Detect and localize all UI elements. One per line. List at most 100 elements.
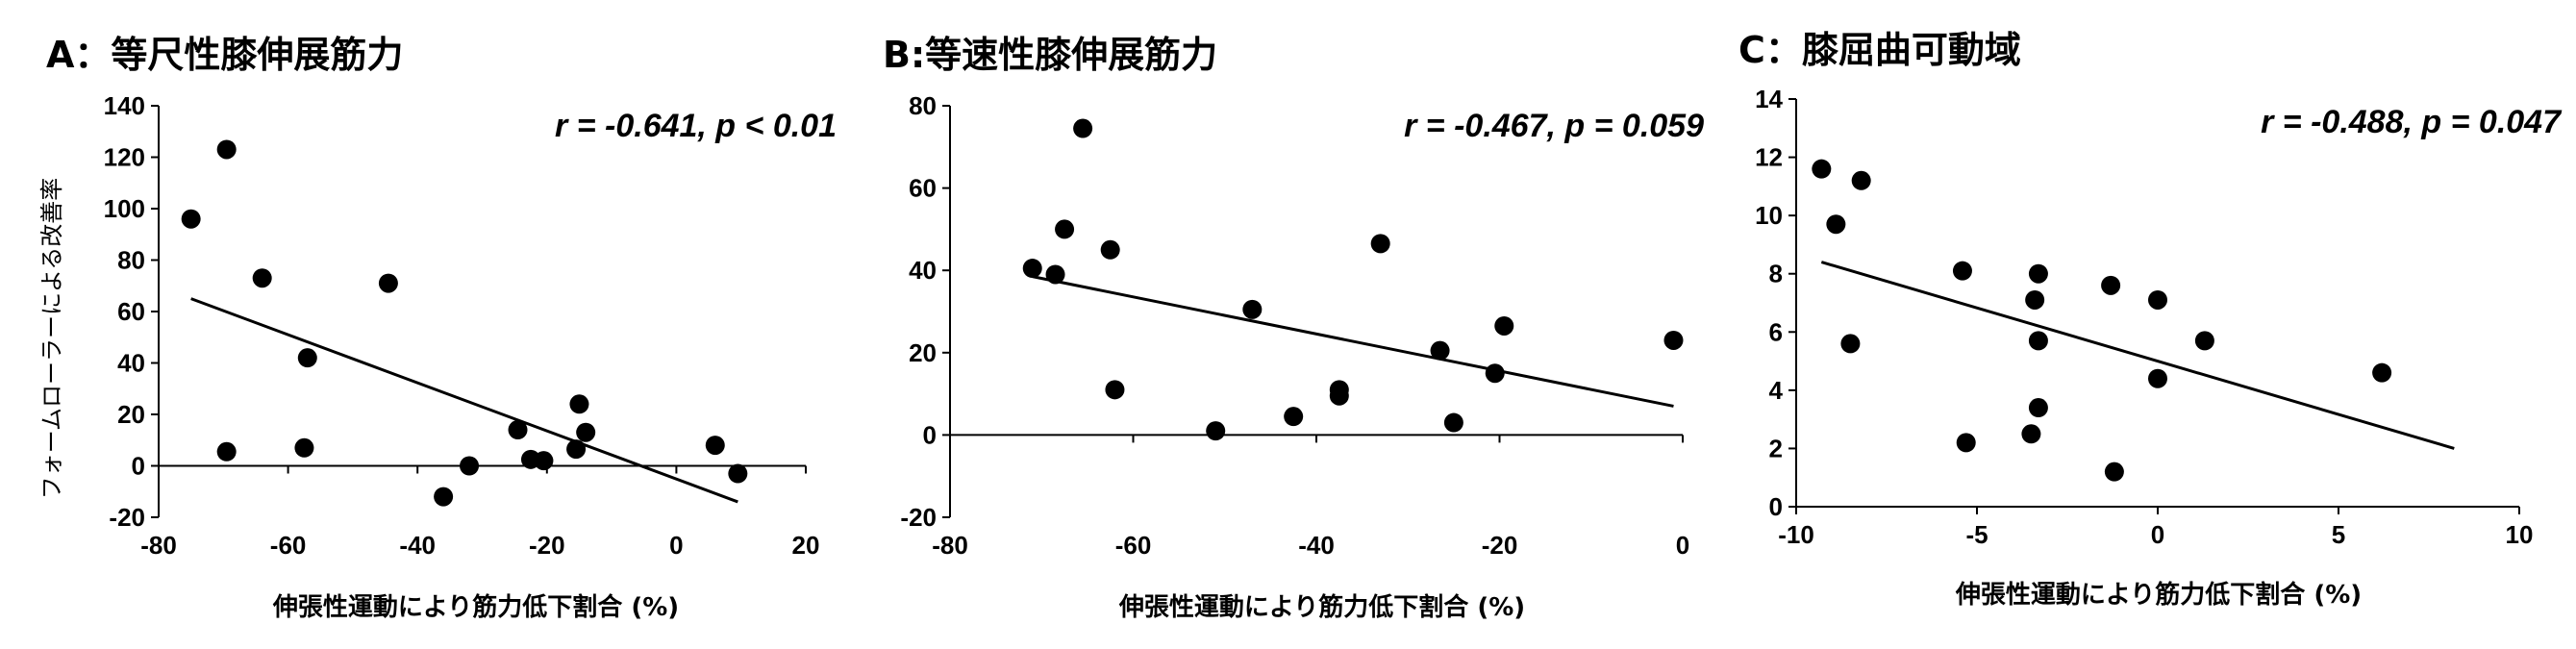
chart-a-data-point: [216, 441, 237, 462]
chart-c-data-point: [2028, 398, 2048, 418]
chart-a-data-point: [378, 273, 398, 293]
chart-c-data-point: [2021, 424, 2041, 444]
chart-c-x-tick-label: 0: [2151, 520, 2164, 549]
chart-c-data-point: [1826, 214, 1846, 235]
chart-a-y-tick-label: 60: [117, 297, 145, 326]
chart-c-y-tick-label: 0: [1769, 492, 1783, 521]
chart-b-data-point: [1663, 330, 1684, 350]
chart-b-data-point: [1494, 315, 1514, 336]
chart-c-trendline: [1820, 261, 2455, 450]
chart-a-data-point: [705, 436, 725, 456]
chart-a-x-tick-label: -20: [529, 531, 565, 560]
chart-c-y-tick-label: 12: [1755, 143, 1783, 172]
chart-a-data-point: [460, 456, 480, 476]
chart-a-y-tick-label: 0: [132, 452, 145, 481]
chart-b-data-point: [1443, 412, 1463, 433]
chart-c-data-point: [2025, 289, 2045, 310]
chart-b-data-point: [1242, 299, 1263, 319]
chart-c-y-tick-label: 6: [1769, 317, 1783, 346]
chart-b-y-tick-label: 20: [909, 338, 937, 367]
chart-c-data-point: [2148, 368, 2167, 388]
chart-c-x-tick-label: -10: [1778, 520, 1814, 549]
chart-a-y-tick-label: 40: [117, 349, 145, 378]
chart-a-y-tick-label: 80: [117, 246, 145, 275]
chart-a-data-point: [216, 139, 237, 160]
chart-a-x-tick-label: 0: [669, 531, 683, 560]
chart-c-title: C：膝屈曲可動域: [1738, 29, 2021, 71]
chart-b-data-point: [1100, 239, 1120, 260]
chart-c-data-point: [2372, 362, 2392, 383]
chart-a-x-tick-label: 20: [792, 531, 820, 560]
chart-b-data-point: [1370, 234, 1390, 254]
chart-b-x-tick-label: -60: [1115, 531, 1152, 560]
chart-c-y-tick-label: 10: [1755, 201, 1783, 230]
chart-a-data-point: [566, 439, 587, 460]
chart-a-y-tick-label: -20: [109, 503, 145, 532]
chart-c-data-point: [2028, 263, 2048, 284]
chart-a-data-point: [569, 394, 589, 414]
chart-c-data-point: [1956, 433, 1976, 453]
chart-a-correlation: r = -0.641, p < 0.01: [555, 108, 837, 144]
chart-a-y-tick-label: 120: [104, 143, 145, 172]
chart-a-y-axis-label: フォームローラーによる改善率: [38, 178, 65, 500]
chart-panel-c: C：膝屈曲可動域 r = -0.488, p = 0.047 伸張性運動により筋…: [1738, 29, 2563, 610]
chart-b-data-point: [1105, 380, 1125, 400]
chart-c-x-tick-label: 10: [2506, 520, 2534, 549]
chart-a-x-axis-label: 伸張性運動により筋力低下割合 (%): [272, 592, 679, 622]
chart-c-data-point: [1952, 261, 1972, 281]
chart-b-data-point: [1430, 340, 1450, 361]
chart-b-y-tick-label: 60: [909, 174, 937, 203]
chart-c-x-axis-label: 伸張性運動により筋力低下割合 (%): [1955, 580, 2362, 610]
chart-c-x-tick-label: -5: [1965, 520, 1988, 549]
chart-c-data-point: [1812, 159, 1832, 179]
chart-b-y-tick-label: 80: [909, 91, 937, 120]
chart-a-y-tick-label: 100: [104, 194, 145, 223]
chart-b-y-tick-label: 40: [909, 256, 937, 285]
chart-c-correlation: r = -0.488, p = 0.047: [2261, 104, 2563, 140]
chart-b-plot: -20 0 20 40 60 80 -80 -60 -40 -20 0: [900, 91, 1689, 560]
chart-c-data-point: [2148, 289, 2167, 310]
chart-b-data-point: [1284, 407, 1304, 427]
chart-c-data-point: [2101, 275, 2121, 295]
chart-a-data-point: [434, 487, 454, 507]
chart-a-data-point: [534, 451, 554, 471]
chart-a-data-point: [252, 268, 272, 288]
chart-panel-a: A：等尺性膝伸展筋力 r = -0.641, p < 0.01 伸張性運動により…: [38, 34, 837, 622]
chart-a-data-point: [576, 422, 596, 442]
chart-b-data-point: [1329, 386, 1349, 406]
chart-c-y-tick-label: 2: [1769, 434, 1783, 462]
chart-b-correlation: r = -0.467, p = 0.059: [1404, 108, 1704, 144]
chart-c-x-tick-label: 5: [2332, 520, 2345, 549]
chart-b-data-point: [1022, 259, 1042, 279]
chart-b-y-tick-label: 0: [923, 420, 937, 449]
chart-b-data-point: [1073, 118, 1093, 138]
chart-c-data-point: [2194, 331, 2214, 351]
chart-a-title: A：等尺性膝伸展筋力: [46, 34, 403, 76]
chart-a-x-tick-label: -60: [270, 531, 307, 560]
chart-c-data-point: [2028, 331, 2048, 351]
chart-b-title: B:等速性膝伸展筋力: [883, 34, 1217, 76]
chart-a-y-tick-label: 140: [104, 91, 145, 120]
chart-a-plot: -20 0 20 40 60 80 100 120 140 -80 -60 -40 -20 0 20: [104, 91, 820, 560]
chart-b-data-point: [1206, 421, 1226, 441]
chart-b-data-point: [1045, 264, 1065, 285]
chart-a-y-tick-label: 20: [117, 400, 145, 429]
chart-b-data-point: [1485, 363, 1505, 384]
chart-b-data-point: [1055, 219, 1075, 239]
chart-c-y-tick-label: 8: [1769, 260, 1783, 288]
chart-a-data-point: [181, 209, 201, 229]
chart-b-trendline: [1032, 275, 1674, 408]
chart-a-data-point: [297, 348, 317, 368]
chart-c-data-point: [1851, 170, 1871, 190]
chart-a-data-point: [728, 463, 748, 484]
chart-b-y-tick-label: -20: [900, 503, 937, 532]
chart-b-x-tick-label: -40: [1298, 531, 1335, 560]
chart-a-trendline: [190, 297, 738, 504]
chart-c-y-tick-label: 4: [1769, 376, 1784, 405]
chart-a-x-tick-label: -80: [140, 531, 177, 560]
chart-panel-b: B:等速性膝伸展筋力 r = -0.467, p = 0.059 伸張性運動によ…: [883, 34, 1704, 622]
chart-c-plot: 0 2 4 6 8 10 12 14 -10 -5 0 5 10: [1755, 85, 2533, 549]
chart-b-x-tick-label: 0: [1676, 531, 1689, 560]
chart-b-x-axis-label: 伸張性運動により筋力低下割合 (%): [1118, 592, 1525, 622]
